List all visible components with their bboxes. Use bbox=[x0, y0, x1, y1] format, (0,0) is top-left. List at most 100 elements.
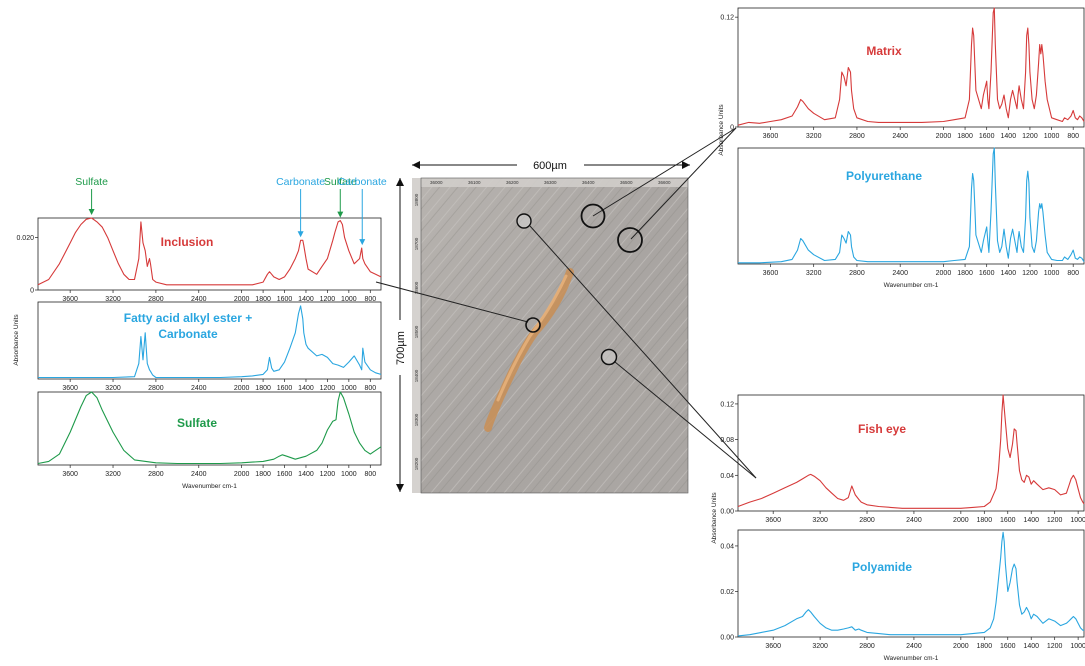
connector-matrix-a bbox=[592, 127, 737, 217]
x-tick-label: 1400 bbox=[298, 296, 314, 303]
x-tick-label: 1400 bbox=[1001, 270, 1017, 277]
spectrum-line-fisheye bbox=[737, 394, 1085, 509]
x-tick-label: 2000 bbox=[953, 643, 969, 650]
peak-annotation-label: Carbonate bbox=[276, 176, 325, 188]
stage-x-tick: 36600 bbox=[658, 180, 671, 185]
connector-inclusion bbox=[375, 281, 529, 323]
plot-frame bbox=[737, 7, 1085, 128]
x-tick-label: 1200 bbox=[1022, 270, 1038, 277]
y-tick-label: 0 bbox=[30, 288, 34, 295]
stage-x-tick-labels: 36000 36100 36200 36300 36400 36500 36600 bbox=[430, 180, 671, 185]
spectrum-line-polyamide bbox=[737, 531, 1084, 637]
spectrum-title: Polyurethane bbox=[846, 169, 922, 183]
x-tick-label: 1600 bbox=[277, 296, 293, 303]
x-tick-label: 2800 bbox=[148, 385, 164, 392]
y-tick-label: 0.00 bbox=[720, 509, 734, 516]
x-tick-label: 2000 bbox=[234, 385, 250, 392]
height-scale-bar: 700µm bbox=[395, 178, 407, 492]
x-tick-label: 3600 bbox=[62, 385, 78, 392]
x-axis-label: Wavenumber cm-1 bbox=[884, 655, 939, 662]
x-tick-label: 800 bbox=[364, 385, 376, 392]
measurement-spots bbox=[516, 203, 643, 366]
peak-annotation-label: Carbonate bbox=[338, 176, 387, 188]
top-right-y-axis-label: Absorbance Units bbox=[718, 104, 725, 156]
x-tick-label: 2800 bbox=[849, 270, 865, 277]
x-tick-label: 1800 bbox=[957, 270, 973, 277]
x-tick-label: 2400 bbox=[191, 385, 207, 392]
stage-x-tick: 36400 bbox=[582, 180, 595, 185]
x-tick-label: 1800 bbox=[977, 517, 993, 524]
y-tick-label: 0.12 bbox=[720, 401, 734, 408]
plot-frame bbox=[737, 529, 1085, 638]
fatty-acid-ester-spectrum-panel: 3600 3200 2800 2400 2000 1800 1600 1400 1200 1000… bbox=[37, 301, 382, 392]
x-tick-label: 800 bbox=[1067, 270, 1079, 277]
x-tick-label: 3200 bbox=[812, 643, 828, 650]
spectrum-title: Matrix bbox=[866, 44, 902, 58]
stage-y-tick: 18700 bbox=[414, 237, 419, 250]
stage-y-ruler bbox=[412, 178, 421, 493]
plot-frame bbox=[737, 147, 1085, 265]
x-axis-label: Wavenumber cm-1 bbox=[884, 282, 939, 289]
sulfate-spectrum-panel: 3600 3200 2800 2400 2000 1800 1600 1400 1200 1000… bbox=[37, 391, 382, 490]
x-tick-label: 1200 bbox=[320, 385, 336, 392]
stage-x-tick: 36300 bbox=[544, 180, 557, 185]
x-tick-label: 1400 bbox=[298, 385, 314, 392]
peak-annotation-arrowhead bbox=[337, 211, 344, 218]
stage-x-tick: 36500 bbox=[620, 180, 633, 185]
fish-eye-spectrum-panel: 3600 3200 2800 2400 2000 1800 1600 1400 1200 1000… bbox=[720, 394, 1085, 524]
spot-circle bbox=[600, 348, 618, 366]
bottom-right-y-axis-label: Absorbance Units bbox=[711, 492, 718, 544]
polyamide-spectrum-panel: 3600 3200 2800 2400 2000 1800 1600 1400 1200 1000… bbox=[720, 529, 1085, 662]
polyurethane-spectrum-panel: 3600 3200 2800 2400 2000 1800 1600 1400 1200 1000… bbox=[737, 147, 1085, 289]
x-tick-label: 2800 bbox=[859, 643, 875, 650]
peak-annotation-arrowhead bbox=[297, 231, 304, 238]
x-tick-label: 3600 bbox=[62, 296, 78, 303]
micrograph-texture bbox=[421, 178, 688, 493]
x-tick-label: 3200 bbox=[806, 133, 822, 140]
stage-y-tick: 18300 bbox=[414, 413, 419, 426]
x-tick-label: 1600 bbox=[979, 270, 995, 277]
x-tick-label: 3200 bbox=[806, 270, 822, 277]
x-tick-label: 2000 bbox=[936, 270, 952, 277]
x-tick-label: 1200 bbox=[1047, 643, 1063, 650]
x-tick-label: 2400 bbox=[191, 471, 207, 478]
peak-annotation-label: Sulfate bbox=[75, 176, 108, 188]
x-tick-label: 3600 bbox=[765, 643, 781, 650]
x-tick-label: 1200 bbox=[320, 471, 336, 478]
spot-circle bbox=[617, 227, 643, 253]
stage-y-tick: 18500 bbox=[414, 325, 419, 338]
x-tick-label: 2000 bbox=[936, 133, 952, 140]
x-tick-label: 2400 bbox=[191, 296, 207, 303]
y-tick-label: 0 bbox=[730, 125, 734, 132]
y-tick-label: 0.02 bbox=[720, 589, 734, 596]
plot-frame bbox=[737, 394, 1085, 512]
x-tick-label: 2000 bbox=[234, 471, 250, 478]
y-tick-label: 0.020 bbox=[16, 235, 34, 242]
stage-y-tick-labels: 18800 18700 18600 18500 18400 18300 18200 bbox=[414, 193, 419, 470]
stage-y-tick: 18800 bbox=[414, 193, 419, 206]
spectrum-title: Sulfate bbox=[177, 416, 217, 430]
x-tick-label: 1200 bbox=[320, 296, 336, 303]
x-tick-label: 2000 bbox=[234, 296, 250, 303]
x-tick-label: 1400 bbox=[298, 471, 314, 478]
x-tick-label: 800 bbox=[364, 471, 376, 478]
x-tick-label: 1800 bbox=[957, 133, 973, 140]
x-tick-label: 800 bbox=[364, 296, 376, 303]
spectrum-title: Inclusion bbox=[161, 235, 214, 249]
spectrum-title: Fatty acid alkyl ester + bbox=[124, 311, 252, 325]
x-tick-label: 2400 bbox=[906, 643, 922, 650]
x-tick-label: 1000 bbox=[1070, 643, 1085, 650]
x-tick-label: 1000 bbox=[341, 296, 357, 303]
connector-lines bbox=[375, 127, 757, 479]
x-tick-label: 1400 bbox=[1023, 517, 1039, 524]
spot-circle bbox=[580, 203, 606, 229]
x-axis-label: Wavenumber cm-1 bbox=[182, 483, 237, 490]
x-tick-label: 3600 bbox=[62, 471, 78, 478]
left-y-axis-label: Absorbance Units bbox=[13, 314, 20, 366]
y-tick-label: 0.08 bbox=[720, 437, 734, 444]
plot-frame bbox=[37, 391, 382, 466]
peak-annotation-arrowhead bbox=[359, 239, 366, 246]
spectrum-title: Fish eye bbox=[858, 422, 906, 436]
x-tick-label: 1000 bbox=[341, 471, 357, 478]
